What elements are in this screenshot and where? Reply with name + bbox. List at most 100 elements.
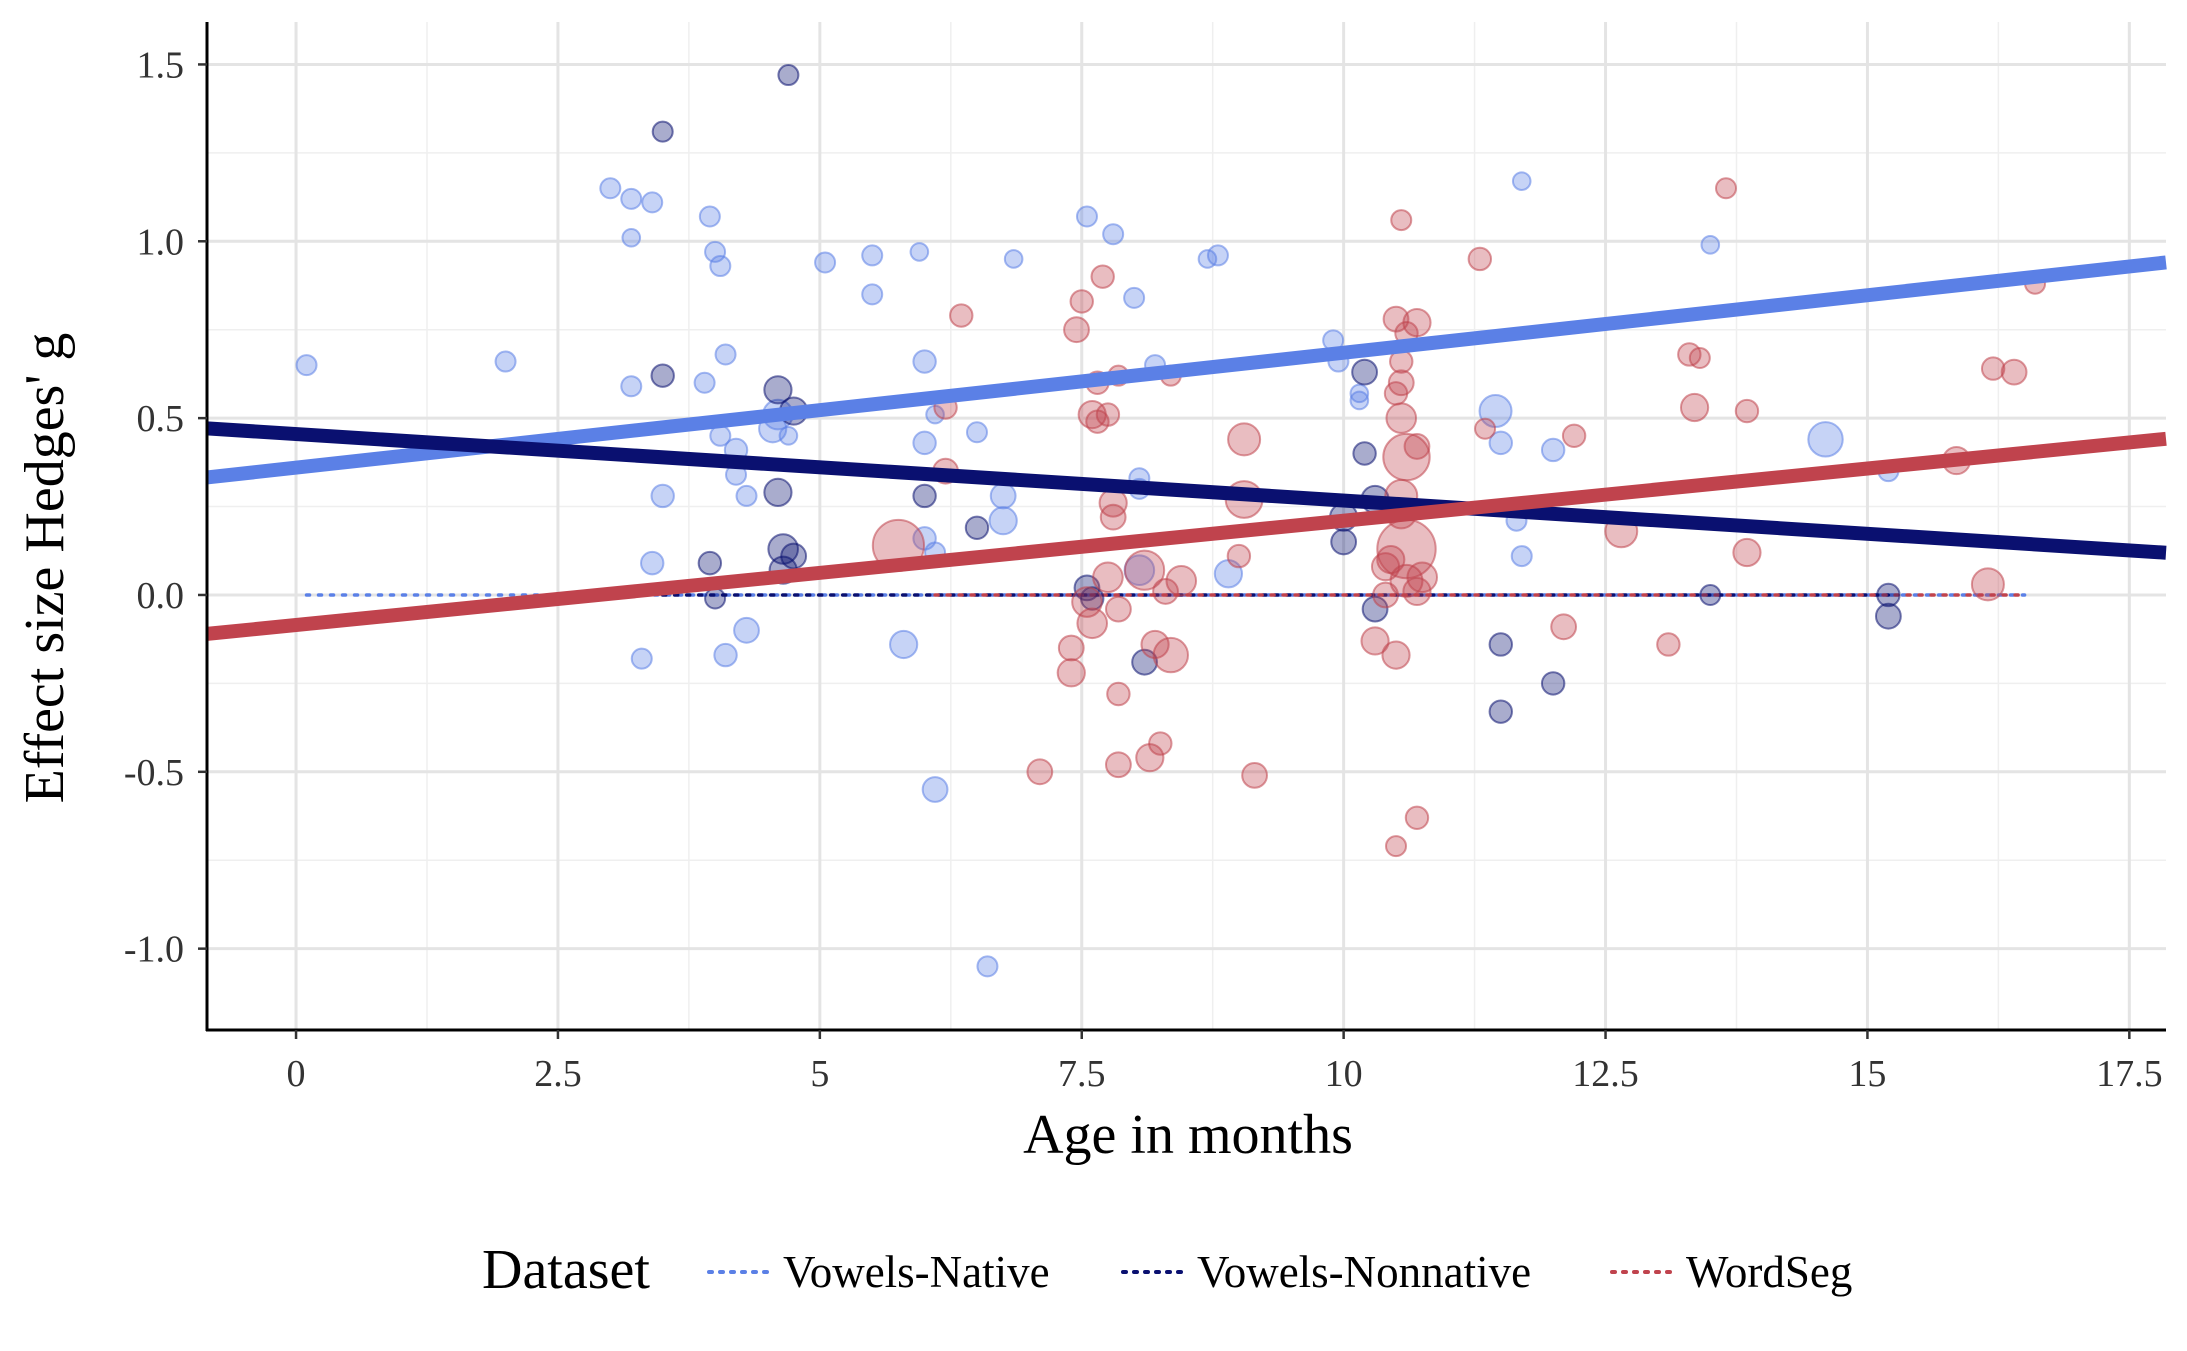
point-vowels-native bbox=[693, 371, 716, 394]
point-vowels-nonnative bbox=[780, 542, 808, 570]
point-vowels-nonnative bbox=[1352, 441, 1377, 466]
point-wordseg bbox=[1095, 402, 1121, 427]
point-wordseg bbox=[1123, 549, 1166, 591]
y-tick-label: 1.0 bbox=[137, 221, 185, 263]
point-wordseg bbox=[1385, 835, 1408, 858]
point-vowels-nonnative bbox=[763, 375, 793, 405]
point-wordseg bbox=[1980, 356, 2006, 381]
point-wordseg bbox=[1140, 629, 1170, 660]
point-wordseg bbox=[1387, 369, 1415, 397]
point-wordseg bbox=[1090, 264, 1115, 289]
point-vowels-native bbox=[988, 506, 1018, 536]
point-wordseg bbox=[1734, 398, 1760, 424]
x-tick-label: 5 bbox=[810, 1053, 829, 1095]
regression-lines bbox=[206, 255, 2167, 641]
point-wordseg bbox=[1679, 392, 1710, 423]
point-wordseg bbox=[1402, 308, 1432, 338]
legend-label-vowels-native: Vowels-Native bbox=[783, 1247, 1050, 1297]
point-wordseg bbox=[1241, 761, 1268, 789]
x-axis-title: Age in months bbox=[1023, 1104, 1353, 1166]
point-wordseg bbox=[1056, 658, 1086, 688]
point-wordseg bbox=[1092, 561, 1124, 594]
x-tick-label: 17.5 bbox=[2096, 1053, 2163, 1095]
point-vowels-native bbox=[778, 426, 799, 446]
y-tick-label: -1.0 bbox=[124, 929, 184, 971]
point-vowels-nonnative bbox=[763, 477, 793, 507]
point-vowels-native bbox=[599, 177, 622, 200]
regression-line-vowels-native bbox=[206, 255, 2167, 485]
point-wordseg bbox=[1390, 209, 1413, 232]
point-vowels-nonnative bbox=[777, 64, 800, 87]
point-vowels-nonnative bbox=[1131, 648, 1158, 676]
y-tick-label: -0.5 bbox=[124, 752, 184, 794]
legend-label-vowels-nonnative: Vowels-Nonnative bbox=[1197, 1247, 1531, 1297]
point-wordseg bbox=[1732, 537, 1762, 568]
point-wordseg bbox=[1381, 640, 1411, 670]
point-vowels-native bbox=[909, 242, 930, 262]
point-vowels-native bbox=[861, 283, 884, 306]
point-vowels-native bbox=[620, 375, 643, 398]
point-wordseg bbox=[1105, 751, 1132, 779]
point-vowels-native bbox=[989, 482, 1017, 510]
point-wordseg bbox=[1148, 731, 1173, 756]
point-vowels-native bbox=[630, 647, 653, 670]
point-vowels-native bbox=[494, 350, 517, 373]
point-wordseg bbox=[2000, 358, 2028, 386]
point-wordseg bbox=[1406, 561, 1439, 594]
point-vowels-nonnative bbox=[1874, 602, 1902, 630]
point-vowels-native bbox=[650, 483, 675, 509]
x-axis-ticks: 0 2.5 5 7.5 10 12.5 15 17.5 bbox=[287, 1030, 2163, 1095]
point-vowels-nonnative bbox=[912, 483, 937, 509]
point-vowels-nonnative bbox=[1876, 582, 1901, 608]
point-vowels-native bbox=[1349, 383, 1370, 404]
y-axis-ticks: -1.0 -0.5 0.0 0.5 1.0 1.5 bbox=[124, 44, 207, 971]
point-vowels-native bbox=[1075, 205, 1098, 228]
point-wordseg bbox=[1474, 417, 1497, 440]
point-vowels-nonnative bbox=[1351, 358, 1378, 386]
point-vowels-native bbox=[1488, 430, 1513, 456]
point-vowels-native bbox=[641, 191, 664, 214]
point-vowels-native bbox=[889, 629, 919, 660]
point-wordseg bbox=[1385, 402, 1418, 434]
point-wordseg bbox=[1970, 567, 2005, 602]
point-vowels-nonnative bbox=[1699, 583, 1722, 606]
regression-line-vowels-nonnative bbox=[206, 421, 2167, 560]
point-vowels-native bbox=[1206, 244, 1229, 267]
point-wordseg bbox=[1152, 636, 1189, 674]
point-wordseg bbox=[1715, 177, 1738, 200]
point-wordseg bbox=[1561, 423, 1587, 449]
legend-label-wordseg: WordSeg bbox=[1686, 1247, 1852, 1297]
point-wordseg bbox=[1227, 422, 1262, 457]
point-vowels-nonnative bbox=[1540, 671, 1566, 696]
point-vowels-native bbox=[976, 955, 999, 978]
point-wordseg bbox=[1057, 634, 1085, 662]
point-wordseg bbox=[1688, 347, 1711, 369]
point-vowels-native bbox=[861, 244, 884, 267]
point-vowels-native bbox=[1540, 437, 1566, 463]
point-wordseg bbox=[1026, 758, 1054, 786]
point-vowels-native bbox=[814, 251, 837, 274]
legend-title: Dataset bbox=[482, 1239, 650, 1301]
point-vowels-native bbox=[1003, 249, 1024, 269]
point-vowels-native bbox=[698, 205, 721, 228]
y-tick-label: 0.0 bbox=[137, 575, 185, 617]
x-tick-label: 7.5 bbox=[1058, 1053, 1106, 1095]
point-vowels-native bbox=[621, 227, 642, 248]
point-vowels-native bbox=[714, 343, 737, 366]
point-vowels-native bbox=[709, 255, 732, 278]
x-tick-label: 0 bbox=[287, 1053, 306, 1095]
point-vowels-native bbox=[1807, 421, 1844, 458]
point-wordseg bbox=[1152, 578, 1179, 605]
point-wordseg bbox=[1106, 681, 1131, 707]
point-vowels-native bbox=[733, 616, 760, 644]
point-vowels-nonnative bbox=[704, 587, 727, 610]
x-tick-label: 12.5 bbox=[1572, 1053, 1639, 1095]
x-tick-label: 10 bbox=[1325, 1053, 1363, 1095]
point-wordseg bbox=[1360, 626, 1390, 656]
point-vowels-native bbox=[640, 550, 665, 576]
point-vowels-native bbox=[1123, 286, 1146, 309]
point-wordseg bbox=[1403, 433, 1431, 460]
point-vowels-native bbox=[1511, 171, 1532, 191]
point-vowels-nonnative bbox=[1488, 699, 1513, 724]
